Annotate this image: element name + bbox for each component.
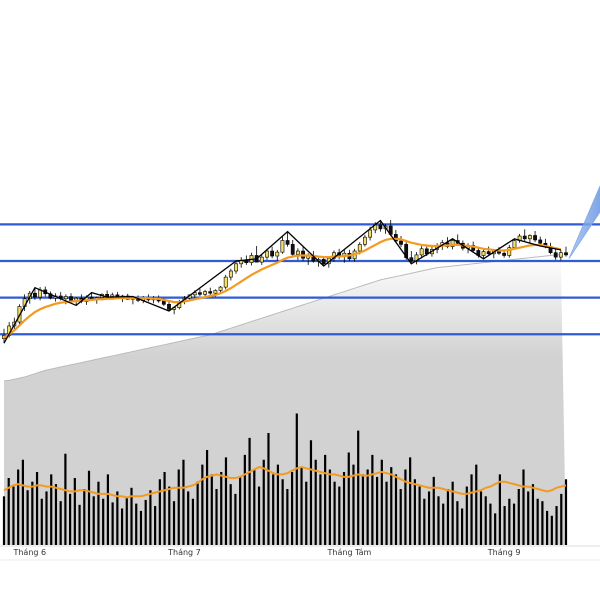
candle-up (218, 286, 223, 291)
candle-up (363, 236, 367, 245)
candle-down (502, 252, 507, 256)
candle-up (450, 240, 455, 247)
volume-ma-layer (3, 466, 567, 499)
candle-up (213, 290, 218, 294)
candle-up (203, 291, 207, 295)
candle-up (280, 240, 285, 253)
candle-down (409, 257, 414, 262)
x-tick-label: Tháng 6 (12, 548, 46, 557)
candle-down (285, 240, 290, 245)
candle-up (228, 270, 233, 278)
candle-up (192, 292, 197, 296)
candle-up (63, 296, 68, 300)
projection-wedge (568, 185, 600, 259)
candle-up (481, 251, 486, 256)
candle-up (275, 251, 280, 257)
candle-up (223, 276, 228, 288)
volume-bars-layer (2, 413, 568, 545)
candle-up (295, 250, 300, 255)
candle-down (321, 259, 326, 265)
candle-down (167, 304, 171, 310)
candle-up (528, 235, 532, 240)
candle-down (208, 291, 213, 294)
x-tick-label: Tháng 9 (487, 548, 521, 557)
candle-down (538, 239, 543, 244)
zigzag-layer (3, 219, 561, 344)
candle-up (357, 244, 362, 252)
moving-average-layer (3, 237, 562, 339)
x-tick-label: Tháng 7 (167, 548, 201, 557)
candle-up (419, 248, 424, 256)
candle-up (558, 252, 563, 258)
volume-ma-line (3, 466, 567, 499)
x-tick-label: Tháng Tám (327, 548, 372, 557)
candle-up (259, 256, 264, 263)
candle-down (378, 224, 383, 230)
candle-down (486, 251, 491, 255)
candle-up (512, 240, 517, 249)
candle-down (522, 235, 527, 240)
candle-down (533, 235, 537, 241)
candle-down (244, 260, 249, 263)
trend-area-edge (3, 254, 561, 382)
trend-area-layer (3, 254, 566, 545)
moving-average-line (3, 237, 562, 339)
candle-down (564, 252, 568, 256)
trend-area (4, 254, 566, 545)
candle-down (290, 244, 295, 255)
candle-up (507, 247, 512, 256)
resistance-lines-layer (0, 223, 600, 336)
projection-layer (568, 185, 600, 259)
candle-down (270, 250, 275, 257)
candle-down (399, 240, 403, 245)
candle-down (553, 252, 558, 258)
zigzag-line (3, 219, 561, 344)
candle-up (368, 229, 372, 238)
candle-up (110, 294, 115, 297)
candle-down (161, 300, 166, 305)
candle-down (33, 292, 37, 298)
candle-up (234, 263, 238, 272)
candle-up (265, 250, 269, 258)
candle-down (198, 292, 202, 295)
